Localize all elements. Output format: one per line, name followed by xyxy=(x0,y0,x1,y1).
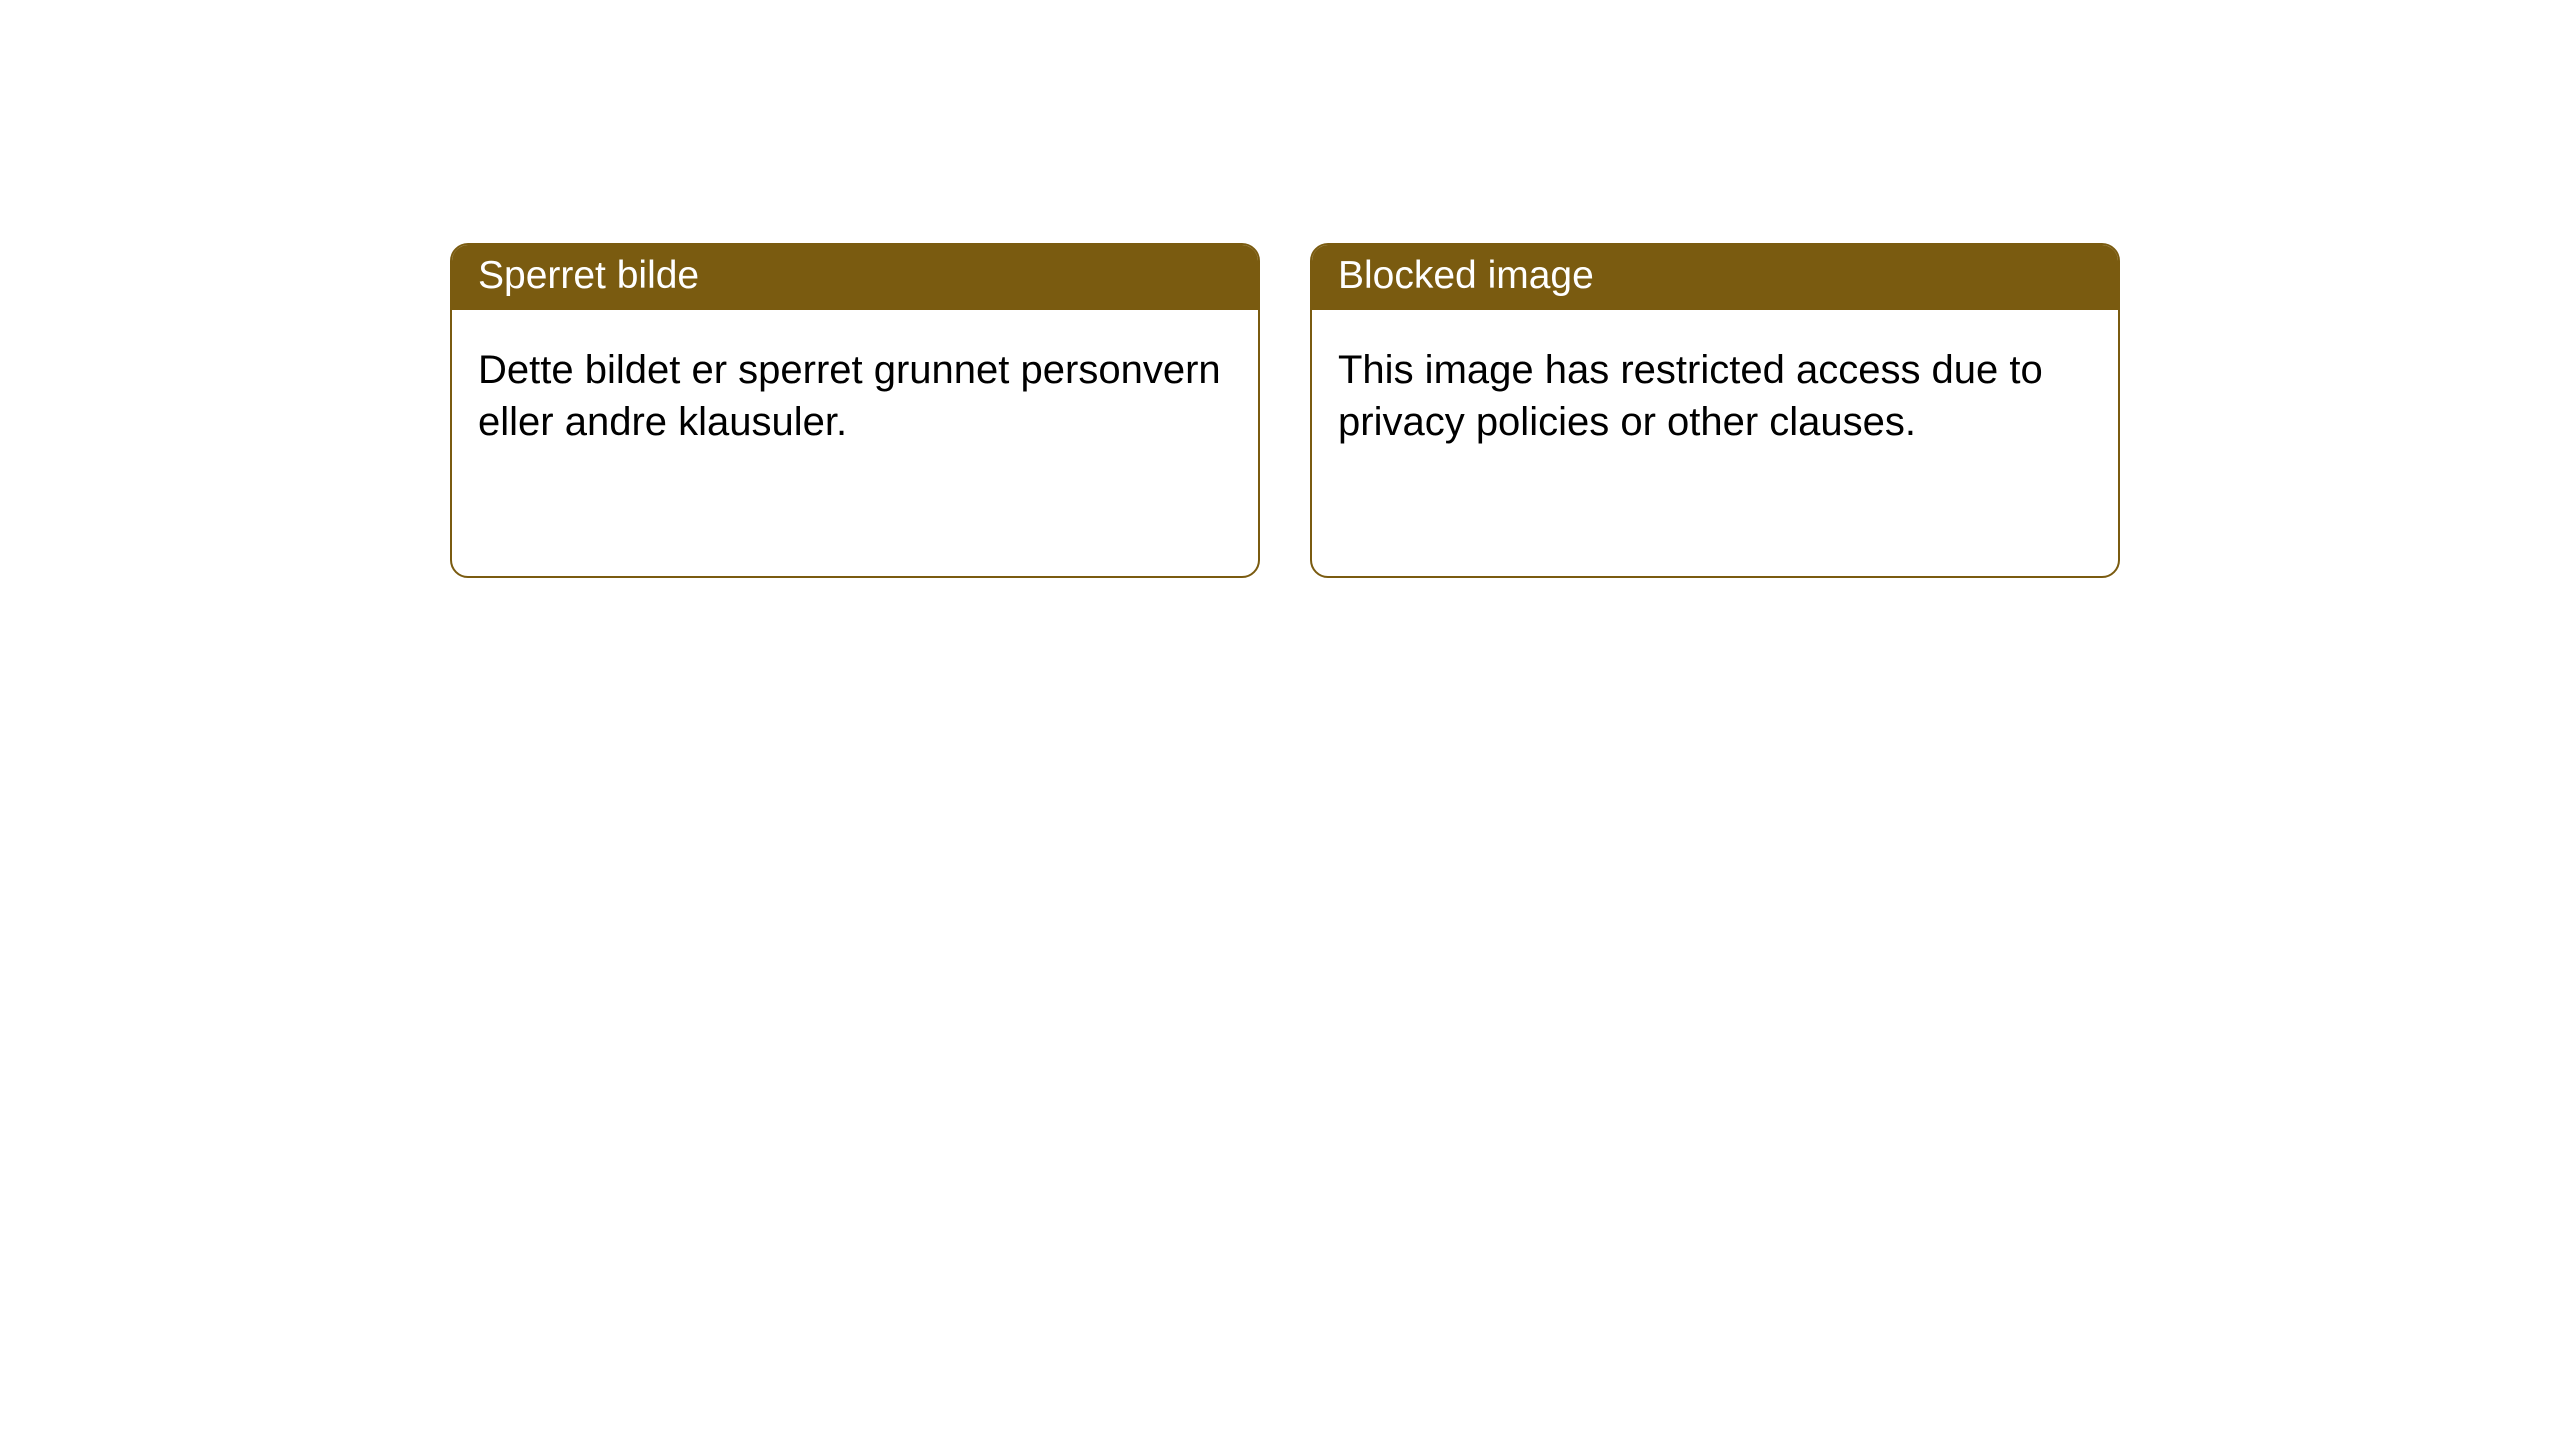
card-body-text: This image has restricted access due to … xyxy=(1312,310,2118,468)
notice-cards-container: Sperret bilde Dette bildet er sperret gr… xyxy=(0,0,2560,578)
notice-card-english: Blocked image This image has restricted … xyxy=(1310,243,2120,578)
card-body-text: Dette bildet er sperret grunnet personve… xyxy=(452,310,1258,468)
card-header: Sperret bilde xyxy=(452,245,1258,310)
card-header: Blocked image xyxy=(1312,245,2118,310)
notice-card-norwegian: Sperret bilde Dette bildet er sperret gr… xyxy=(450,243,1260,578)
